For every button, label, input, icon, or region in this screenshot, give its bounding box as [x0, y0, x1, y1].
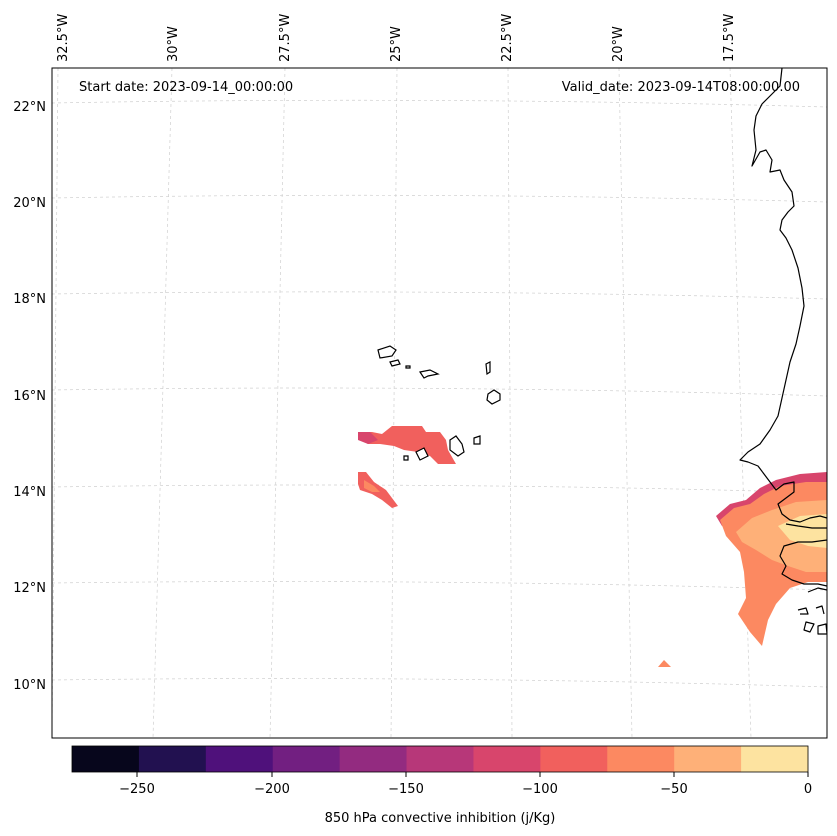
island	[473, 435, 481, 445]
lat-label: 18°N	[13, 292, 46, 307]
lon-label: 22.5°W	[500, 14, 515, 62]
cape-verde-islands	[377, 345, 501, 461]
cin-region-capeverde-inner	[358, 432, 378, 444]
colorbar-segment	[674, 746, 742, 772]
island	[389, 359, 401, 367]
colorbar-segment	[339, 746, 408, 772]
africa-coastline	[739, 68, 827, 523]
cin-region-capeverde	[358, 426, 456, 464]
island	[415, 447, 429, 461]
lon-label: 25°W	[389, 26, 404, 62]
lon-label: 32.5°W	[56, 14, 71, 62]
colorbar-segment	[473, 746, 541, 772]
africa-coastline-islands	[797, 587, 827, 635]
colorbar-label: 850 hPa convective inhibition (j/Kg)	[325, 811, 556, 826]
colorbar-frame	[71, 745, 809, 773]
island	[485, 361, 491, 376]
parallel-gridlines	[52, 99, 827, 688]
lat-label: 20°N	[13, 196, 46, 211]
cin-region-south-inner	[364, 480, 380, 492]
colorbar-tick-label: −50	[660, 782, 687, 797]
island	[377, 345, 397, 359]
lon-label: 30°W	[166, 26, 181, 62]
colorbar-tick-label: −150	[388, 782, 424, 797]
lat-label: 12°N	[13, 581, 46, 596]
island	[403, 455, 409, 461]
gambia-river	[785, 523, 827, 529]
lon-label: 17.5°W	[722, 14, 737, 62]
colorbar-segment	[272, 746, 341, 772]
colorbar	[72, 746, 809, 772]
colorbar-ticks: −250 −200 −150 −100 −50 0	[119, 772, 812, 797]
lat-label: 14°N	[13, 485, 46, 500]
colorbar-segment	[205, 746, 274, 772]
colorbar-tick-label: 0	[804, 782, 812, 797]
island	[449, 435, 465, 457]
lat-label: 10°N	[13, 678, 46, 693]
colorbar-segment	[72, 746, 140, 772]
colorbar-tick-label: −100	[522, 782, 558, 797]
lon-label: 20°W	[611, 26, 626, 62]
cin-contours	[358, 426, 827, 667]
colorbar-segment	[540, 746, 608, 772]
colorbar-segment	[138, 746, 207, 772]
colorbar-segment	[607, 746, 675, 772]
lat-label: 16°N	[13, 389, 46, 404]
colorbar-tick-label: −200	[254, 782, 290, 797]
colorbar-segment	[741, 746, 809, 772]
colorbar-segment	[406, 746, 474, 772]
island	[486, 389, 501, 405]
cin-region-small	[658, 660, 671, 667]
island	[419, 369, 440, 379]
latitude-labels: 22°N 20°N 18°N 16°N 14°N 12°N 10°N	[13, 100, 46, 693]
map-area	[52, 68, 827, 738]
colorbar-tick-label: −250	[119, 782, 155, 797]
lon-label: 27.5°W	[278, 14, 293, 62]
island	[405, 365, 411, 369]
start-date-label: Start date: 2023-09-14_00:00:00	[79, 80, 293, 95]
africa-coastline-south	[779, 539, 827, 587]
longitude-labels: 32.5°W 30°W 27.5°W 25°W 22.5°W 20°W 17.5…	[56, 14, 737, 62]
valid-date-label: Valid_date: 2023-09-14T08:00:00.00	[562, 80, 800, 95]
cin-region-africa-lightest	[778, 514, 827, 548]
lat-label: 22°N	[13, 100, 46, 115]
map-frame	[51, 67, 828, 739]
